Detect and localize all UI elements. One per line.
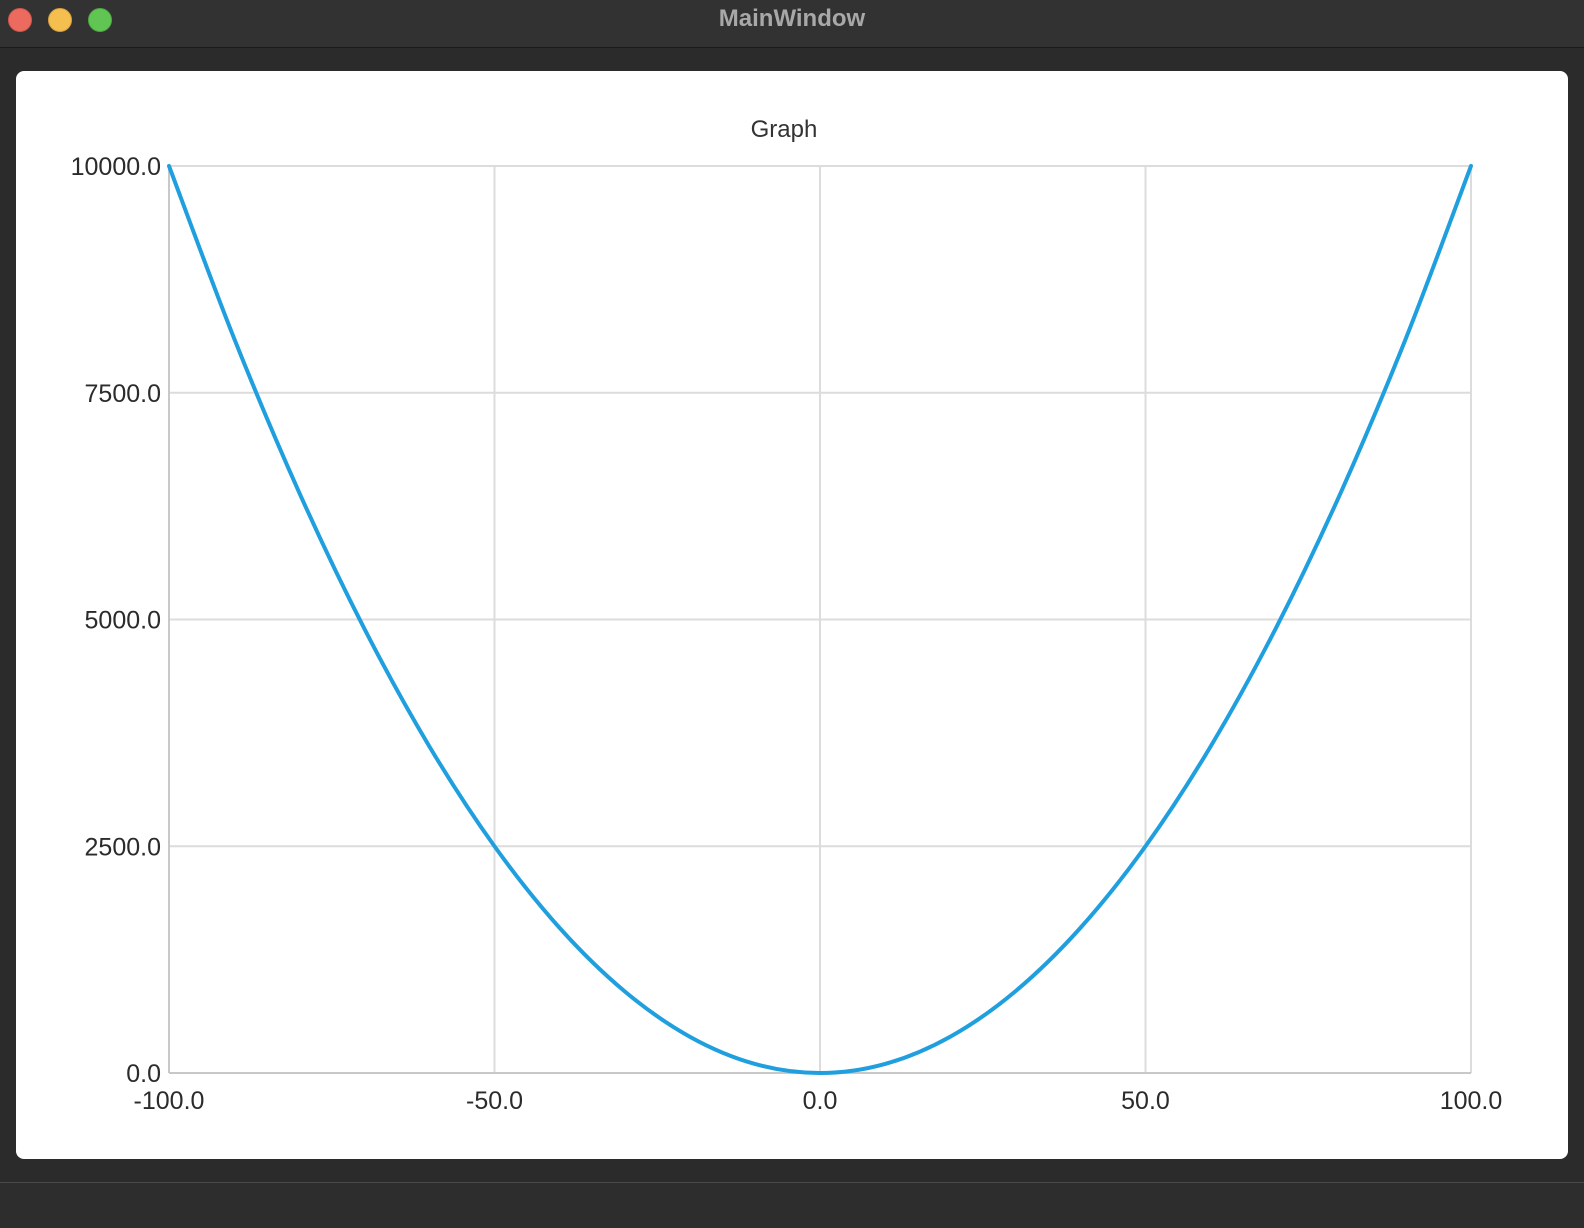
- y-tick-label: 0.0: [126, 1060, 161, 1088]
- x-tick-label: 50.0: [1121, 1087, 1170, 1115]
- y-tick-label: 7500.0: [85, 380, 161, 408]
- status-bar: [0, 1182, 1584, 1228]
- series-layer: [167, 164, 1473, 1075]
- y-tick-label: 5000.0: [85, 607, 161, 635]
- close-window-button[interactable]: [8, 8, 32, 32]
- chart-canvas: -100.0 -50.0 0.0 50.0 100.0 0.0 2500.0 5000.0 75…: [71, 116, 1503, 1115]
- x-tick-label: -50.0: [466, 1087, 523, 1115]
- y-tick-label: 10000.0: [71, 153, 161, 181]
- y-tick-label: 2500.0: [85, 833, 161, 861]
- x-tick-label: 0.0: [803, 1087, 838, 1115]
- series-line: [167, 164, 1473, 1075]
- zoom-window-button[interactable]: [88, 8, 112, 32]
- chart-title: Graph: [751, 116, 818, 143]
- grid-lines: [168, 165, 1472, 1074]
- chart-view: -100.0 -50.0 0.0 50.0 100.0 0.0 2500.0 5000.0 75…: [16, 71, 1568, 1159]
- title-bar: MainWindow: [0, 0, 1584, 48]
- x-tick-label: 100.0: [1440, 1087, 1503, 1115]
- minimize-window-button[interactable]: [48, 8, 72, 32]
- window-title: MainWindow: [718, 5, 866, 32]
- x-tick-label: -100.0: [134, 1087, 205, 1115]
- tick-labels: -100.0 -50.0 0.0 50.0 100.0 0.0 2500.0 5000.0 75…: [71, 153, 1503, 1115]
